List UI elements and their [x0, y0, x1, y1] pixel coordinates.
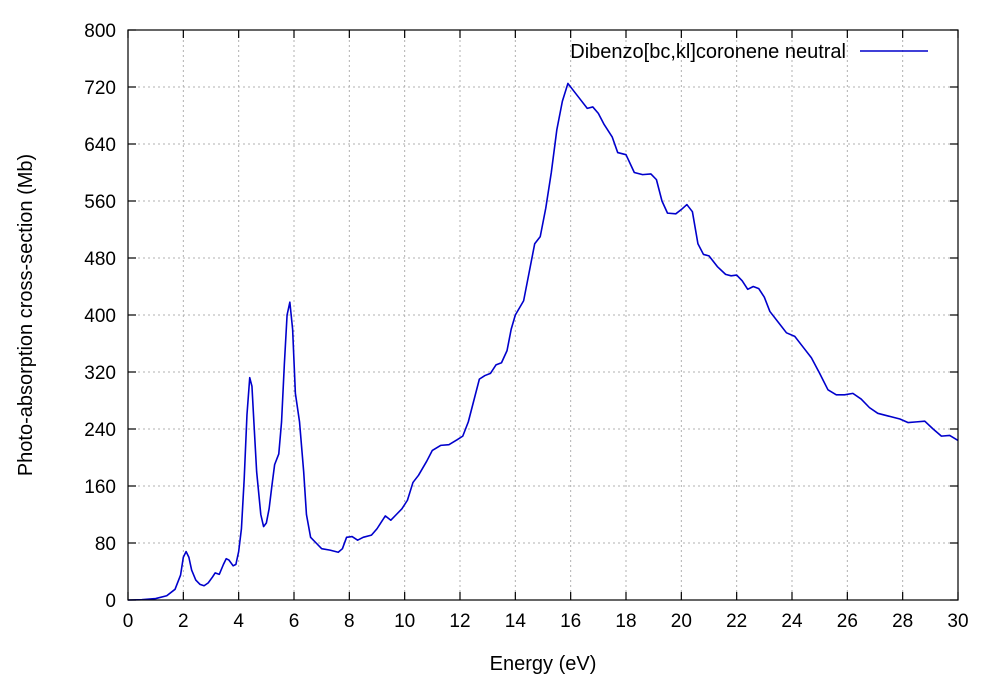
- y-axis-label: Photo-absorption cross-section (Mb): [15, 154, 37, 476]
- x-tick-label: 14: [505, 611, 527, 632]
- x-tick-label: 6: [289, 611, 300, 632]
- x-tick-label: 24: [781, 611, 803, 632]
- y-tick-label: 640: [84, 135, 116, 156]
- y-tick-label: 720: [84, 78, 116, 99]
- x-tick-label: 20: [671, 611, 692, 632]
- x-tick-label: 18: [615, 611, 636, 632]
- legend: Dibenzo[bc,kl]coronene neutral: [570, 41, 928, 63]
- y-tick-label: 320: [84, 363, 116, 384]
- legend-label: Dibenzo[bc,kl]coronene neutral: [570, 41, 846, 63]
- x-tick-label: 8: [344, 611, 355, 632]
- y-tick-label: 0: [105, 591, 116, 612]
- series-line: [127, 82, 959, 601]
- x-tick-label: 28: [892, 611, 913, 632]
- x-axis-label: Energy (eV): [490, 653, 597, 675]
- x-tick-label: 12: [449, 611, 470, 632]
- x-tick-label: 0: [123, 611, 134, 632]
- y-tick-label: 240: [84, 420, 116, 441]
- x-tick-label: 16: [560, 611, 581, 632]
- y-tick-label: 800: [84, 21, 116, 42]
- series-layer: [127, 82, 959, 601]
- x-tick-label: 4: [233, 611, 244, 632]
- axes: 0 2 4 6 8 10 12 14 16 18 20 22 24 26 28 300801602403204…: [84, 21, 968, 632]
- y-tick-label: 80: [95, 534, 116, 555]
- x-tick-label: 10: [394, 611, 415, 632]
- y-tick-label: 400: [84, 306, 116, 327]
- x-tick-label: 22: [726, 611, 747, 632]
- x-tick-label: 30: [947, 611, 968, 632]
- y-tick-label: 160: [84, 477, 116, 498]
- y-tick-label: 480: [84, 249, 116, 270]
- x-tick-label: 2: [178, 611, 189, 632]
- x-tick-label: 26: [837, 611, 858, 632]
- y-tick-label: 560: [84, 192, 116, 213]
